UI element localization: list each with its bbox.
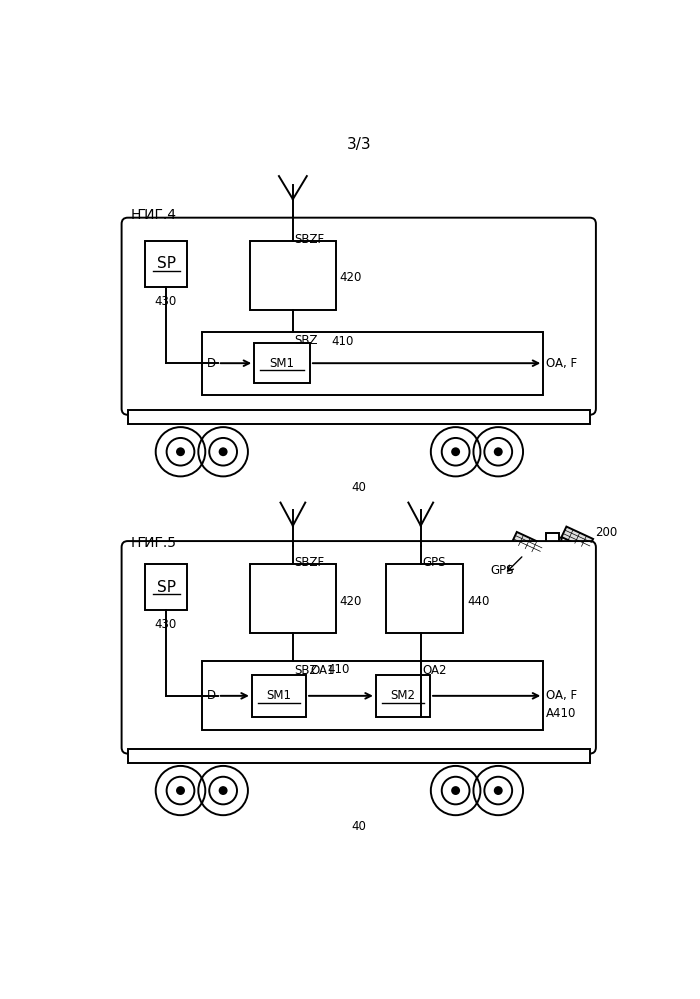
Text: OA, F: OA, F (546, 689, 578, 702)
Text: SM1: SM1 (270, 357, 295, 370)
Bar (251, 564, 335, 633)
Circle shape (218, 786, 228, 795)
Text: 430: 430 (155, 295, 177, 308)
Text: SM1: SM1 (267, 689, 291, 702)
Bar (254, 344, 310, 384)
Bar (386, 564, 463, 633)
Bar (145, 241, 188, 287)
Circle shape (176, 786, 185, 795)
Circle shape (452, 786, 460, 795)
Bar (145, 564, 188, 610)
Text: SBZ: SBZ (295, 334, 318, 347)
Text: 40: 40 (351, 820, 366, 833)
Bar (202, 661, 543, 730)
Text: OA1: OA1 (310, 663, 335, 676)
Bar (251, 241, 335, 310)
Text: SP: SP (157, 579, 176, 594)
Text: SBZF: SBZF (295, 556, 325, 569)
Circle shape (494, 448, 503, 457)
Text: 420: 420 (340, 272, 362, 285)
Text: SBZF: SBZF (295, 233, 325, 246)
Text: 410: 410 (328, 662, 350, 675)
Text: SM2: SM2 (391, 689, 415, 702)
Text: 430: 430 (155, 618, 177, 631)
Bar (561, 526, 593, 549)
Text: 3/3: 3/3 (346, 137, 371, 152)
Text: 40: 40 (351, 481, 366, 495)
Text: A410: A410 (546, 706, 577, 719)
Text: D: D (207, 357, 216, 370)
Text: GPS: GPS (490, 564, 514, 577)
Bar (545, 533, 559, 545)
Text: OA2: OA2 (422, 663, 447, 676)
Text: 200: 200 (595, 525, 617, 538)
Text: 440: 440 (468, 594, 489, 607)
FancyBboxPatch shape (122, 541, 596, 753)
Bar (512, 531, 543, 554)
Text: 410: 410 (332, 336, 354, 349)
Circle shape (452, 448, 460, 457)
Text: OA, F: OA, F (546, 357, 578, 370)
Bar (128, 749, 589, 763)
Circle shape (494, 786, 503, 795)
Text: D: D (207, 689, 216, 702)
Circle shape (176, 448, 185, 457)
Text: GPS: GPS (422, 556, 446, 569)
FancyBboxPatch shape (122, 218, 596, 415)
Bar (376, 675, 430, 716)
Circle shape (218, 448, 228, 457)
Bar (202, 332, 543, 395)
Bar (252, 675, 306, 716)
Text: SP: SP (157, 257, 176, 272)
Bar (128, 411, 589, 424)
Text: ҤИГ.5: ҤИГ.5 (130, 535, 176, 549)
Text: SBZ: SBZ (295, 663, 318, 676)
Text: ҤИГ.4: ҤИГ.4 (130, 209, 176, 223)
Text: 420: 420 (340, 594, 362, 607)
Bar (545, 534, 562, 548)
